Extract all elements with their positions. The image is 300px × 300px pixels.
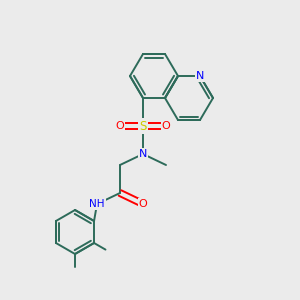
Text: NH: NH bbox=[89, 199, 105, 209]
Text: S: S bbox=[139, 119, 147, 133]
Text: N: N bbox=[139, 149, 147, 159]
Text: N: N bbox=[196, 71, 204, 81]
Text: O: O bbox=[139, 199, 147, 209]
Text: O: O bbox=[162, 121, 170, 131]
Text: O: O bbox=[116, 121, 124, 131]
